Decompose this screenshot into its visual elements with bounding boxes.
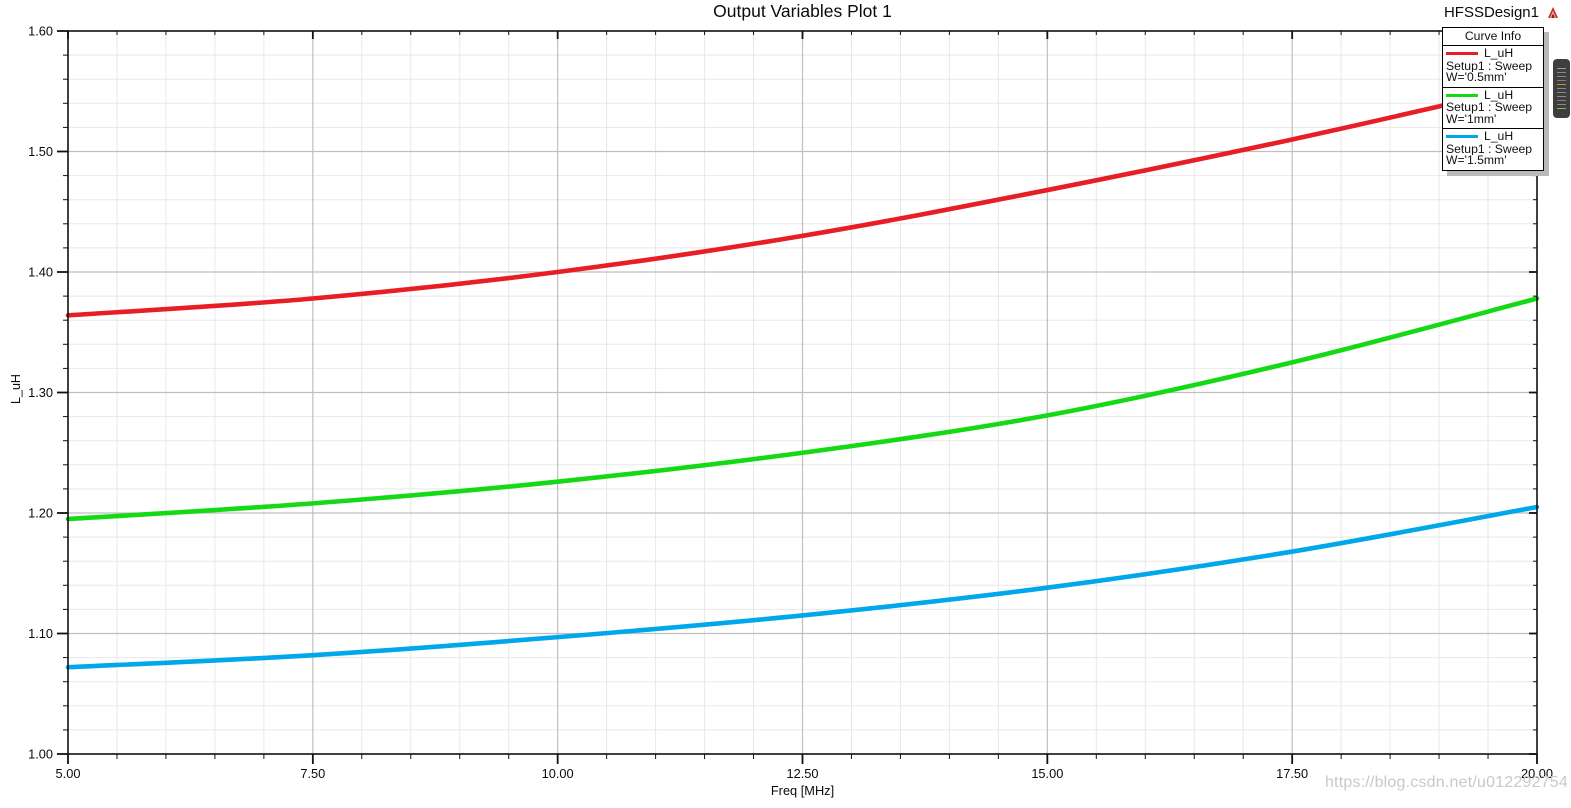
minimap-line [1557, 83, 1566, 86]
design-name-label: HFSSDesign1 [1443, 4, 1539, 21]
watermark-text: https://blog.csdn.net/u012292754 [1324, 774, 1568, 791]
page-title: Output Variables Plot 1 [713, 1, 892, 21]
legend-series-name: L_uH [1484, 129, 1514, 143]
svg-text:1.40: 1.40 [28, 265, 53, 280]
legend-series-name: L_uH [1484, 46, 1514, 60]
minimap-line [1557, 79, 1566, 82]
legend-entry-w05mm[interactable]: L_uH Setup1 : Sweep W='0.5mm' [1443, 46, 1543, 88]
legend-variation-text: W='1mm' [1446, 113, 1497, 125]
svg-text:1.50: 1.50 [28, 144, 53, 159]
legend-title: Curve Info [1443, 28, 1543, 46]
minimap-line [1557, 71, 1566, 74]
svg-text:1.10: 1.10 [28, 626, 53, 641]
minimap-line [1557, 99, 1566, 102]
minimap-line [1557, 103, 1566, 106]
legend-setup-text: Setup1 : Sweep [1446, 60, 1533, 72]
svg-text:20.00: 20.00 [1521, 766, 1553, 781]
svg-text:1.20: 1.20 [28, 506, 53, 521]
legend-variation-text: W='0.5mm' [1446, 72, 1507, 84]
legend-line-sample-blue [1446, 135, 1478, 139]
svg-text:12.50: 12.50 [786, 766, 818, 781]
legend-variation-text: W='1.5mm' [1446, 155, 1507, 167]
curve-series-1[interactable] [65, 296, 1540, 522]
legend-setup-text: Setup1 : Sweep [1446, 102, 1533, 114]
minimap-line [1557, 107, 1566, 110]
svg-text:7.50: 7.50 [300, 766, 325, 781]
svg-text:10.00: 10.00 [542, 766, 574, 781]
axis-ticks [57, 30, 1538, 764]
legend-entry-w15mm[interactable]: L_uH Setup1 : Sweep W='1.5mm' [1443, 129, 1543, 170]
minimap-line [1557, 95, 1566, 98]
x-axis-title: Freq [MHz] [770, 783, 835, 798]
legend-series-name: L_uH [1484, 87, 1514, 102]
legend-box[interactable]: Curve Info L_uH Setup1 : Sweep W='0.5mm'… [1442, 27, 1544, 171]
minimap-line [1557, 75, 1566, 78]
legend-line-sample-green [1446, 93, 1478, 97]
grid-lines [68, 31, 1537, 754]
legend-entry-w1mm[interactable]: L_uH Setup1 : Sweep W='1mm' [1443, 87, 1543, 129]
minimap-line [1557, 67, 1566, 70]
minimap-line [1557, 87, 1566, 90]
scroll-minimap-widget[interactable] [1553, 59, 1570, 118]
svg-text:5.00: 5.00 [56, 766, 81, 781]
tick-labels: 5.00 7.50 10.00 12.50 15.00 17.50 20.00 1.00 1.1… [28, 24, 1553, 782]
legend-line-sample-red [1446, 52, 1478, 56]
curve-series-2[interactable] [65, 504, 1540, 670]
curve-series-0[interactable] [65, 81, 1540, 318]
data-curves [65, 81, 1540, 670]
svg-text:1.60: 1.60 [28, 24, 53, 39]
svg-text:1.00: 1.00 [28, 747, 53, 762]
minimap-line [1557, 91, 1566, 94]
svg-text:15.00: 15.00 [1031, 766, 1063, 781]
svg-text:1.30: 1.30 [28, 385, 53, 400]
legend-setup-text: Setup1 : Sweep [1446, 143, 1533, 155]
svg-text:17.50: 17.50 [1276, 766, 1308, 781]
y-axis-title: L_uH [9, 374, 23, 404]
ansoft-logo-icon [1548, 7, 1558, 18]
